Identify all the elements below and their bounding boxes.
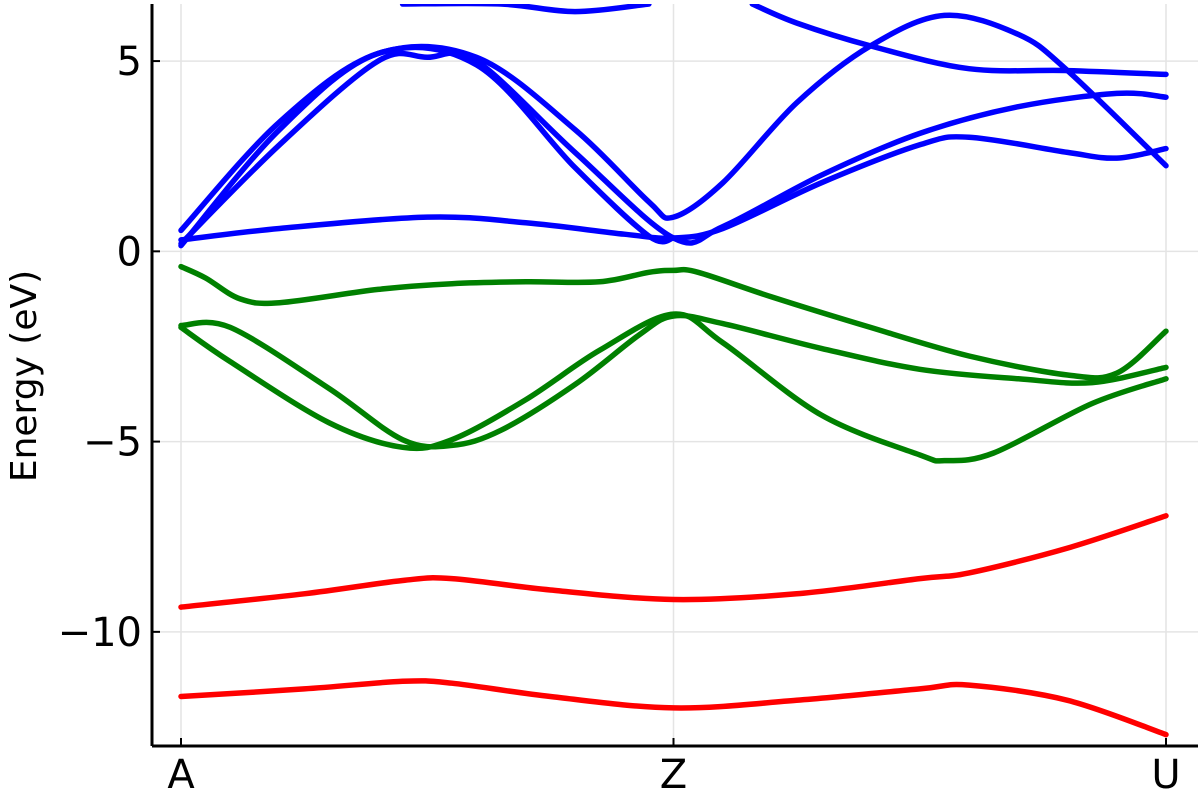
conduction-band-8 bbox=[178, 12, 1169, 234]
valence-band-2 bbox=[178, 263, 1169, 381]
y-axis-label: Energy (eV) bbox=[4, 270, 45, 482]
core-band-1 bbox=[178, 513, 1169, 610]
y-tick-labels: 5 0 −5 −10 bbox=[58, 39, 160, 656]
x-tick-label-1: Z bbox=[660, 752, 687, 798]
bands bbox=[178, 4, 1169, 738]
conduction-band-6 bbox=[178, 50, 1169, 247]
conduction-band-10 bbox=[749, 4, 1169, 78]
y-tick-label-1: 0 bbox=[117, 229, 142, 275]
y-tick-label-3: −10 bbox=[58, 610, 142, 656]
axes bbox=[150, 4, 1198, 748]
x-tick-label-0: A bbox=[167, 752, 195, 798]
valence-band-4 bbox=[178, 311, 1169, 464]
valence-band-3 bbox=[178, 312, 1169, 450]
grid bbox=[152, 4, 1198, 746]
conduction-band-9 bbox=[399, 4, 652, 15]
conduction-band-7 bbox=[178, 44, 677, 249]
y-tick-label-0: 5 bbox=[117, 39, 142, 85]
x-tick-label-2: U bbox=[1151, 752, 1180, 798]
core-band-0 bbox=[178, 678, 1169, 738]
y-tick-label-2: −5 bbox=[83, 420, 142, 466]
